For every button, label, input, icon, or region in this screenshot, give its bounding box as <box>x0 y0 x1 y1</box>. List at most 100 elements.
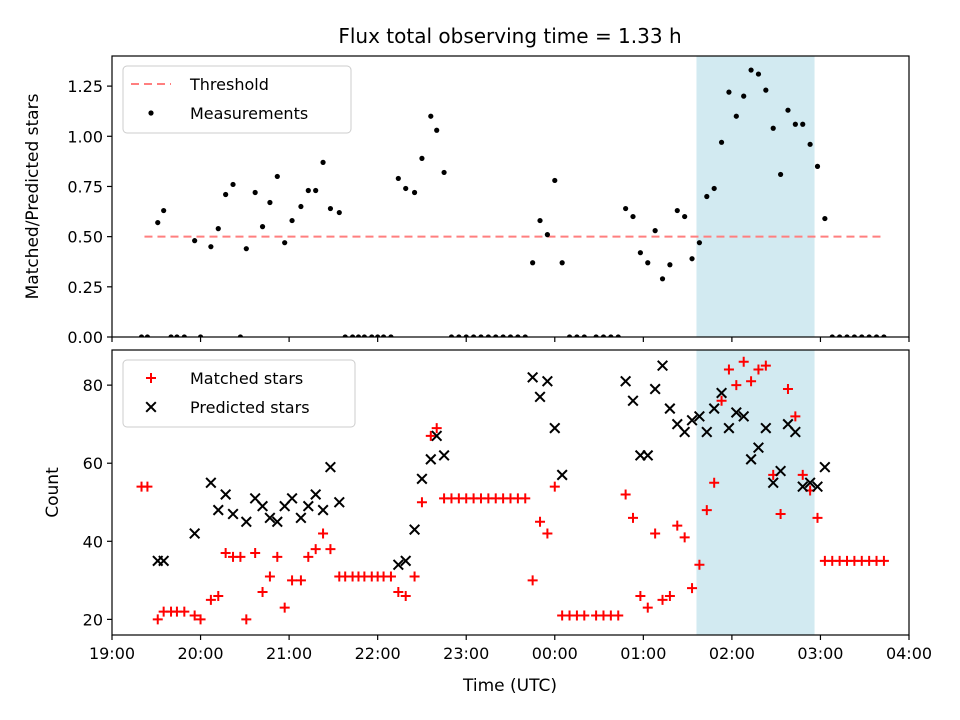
matched-point <box>542 528 553 539</box>
measurement-point <box>600 334 607 337</box>
measurement-point <box>667 262 673 268</box>
predicted-point <box>158 555 170 567</box>
measurement-point <box>305 187 311 194</box>
measurement-point <box>615 334 621 337</box>
measurement-point <box>274 173 280 180</box>
predicted-point <box>189 527 201 540</box>
measurement-point <box>544 232 550 238</box>
predicted-point <box>657 360 669 372</box>
y-axis-label: Matched/Predicted stars <box>23 93 43 299</box>
matched-point <box>527 575 538 586</box>
predicted-point <box>416 473 428 485</box>
measurement-point <box>411 189 418 196</box>
measurement-point <box>388 334 394 337</box>
matched-point <box>250 548 261 559</box>
y-tick-label: 1.00 <box>67 127 103 146</box>
measurement-point <box>355 334 362 337</box>
series-matched-stars <box>136 356 889 625</box>
measurement-point <box>645 260 651 266</box>
legend-label: Threshold <box>189 75 269 94</box>
predicted-point <box>664 403 676 415</box>
measurement-point <box>704 193 710 200</box>
matched-point <box>716 395 727 406</box>
predicted-point <box>240 516 252 528</box>
x-tick-label: 22:00 <box>355 644 401 663</box>
measurement-point <box>807 141 813 147</box>
predicted-point <box>745 453 757 465</box>
matched-point <box>635 590 646 601</box>
measurement-point <box>500 334 506 337</box>
predicted-point <box>227 508 239 520</box>
measurement-point <box>485 334 491 337</box>
matched-point <box>620 489 631 500</box>
x-tick-label: 04:00 <box>886 644 932 663</box>
predicted-point <box>409 524 421 536</box>
measurement-point <box>748 67 754 73</box>
measurement-point <box>581 334 587 337</box>
legend: Matched stars Predicted stars <box>122 359 356 428</box>
y-tick-label: 40 <box>83 532 103 551</box>
matched-point <box>425 430 436 441</box>
predicted-point <box>708 403 720 415</box>
predicted-point <box>220 488 232 500</box>
measurement-point <box>313 187 319 194</box>
measurement-point <box>530 260 536 266</box>
matched-point <box>723 364 734 375</box>
predicted-point <box>212 504 224 516</box>
measurement-point <box>395 175 401 182</box>
measurement-point <box>552 177 558 184</box>
matched-point <box>520 493 531 504</box>
matched-point <box>142 481 153 492</box>
measurement-point <box>623 205 629 212</box>
predicted-point <box>627 395 639 407</box>
matched-point <box>694 559 705 570</box>
predicted-point <box>527 371 539 383</box>
predicted-point <box>534 391 546 403</box>
predicted-point <box>760 422 772 434</box>
measurement-point <box>733 113 739 119</box>
predicted-point <box>324 461 336 473</box>
measurement-point <box>866 334 872 337</box>
legend-predicted-swatch <box>145 401 157 413</box>
measurement-point <box>161 207 167 214</box>
matched-point <box>738 356 749 367</box>
x-tick-label: 03:00 <box>797 644 843 663</box>
plot-area <box>138 67 887 337</box>
predicted-point <box>701 426 713 438</box>
axes-frame <box>111 55 910 338</box>
measurement-point <box>566 334 573 337</box>
matched-point <box>409 571 420 582</box>
predicted-point <box>819 461 831 473</box>
matched-point <box>650 528 661 539</box>
matched-point <box>760 360 771 371</box>
predicted-point <box>392 559 404 571</box>
matched-point <box>152 614 163 625</box>
measurement-point <box>428 113 434 119</box>
matched-point <box>782 384 793 395</box>
matched-point <box>179 606 190 617</box>
measurement-point <box>349 334 356 337</box>
x-axis-label: Time (UTC) <box>462 676 557 696</box>
matched-point <box>257 587 268 598</box>
measurement-point <box>741 93 747 99</box>
measurement-point <box>837 334 843 337</box>
measurement-point <box>197 334 204 337</box>
measurement-point <box>792 121 798 127</box>
x-tick-label: 19:00 <box>89 644 135 663</box>
measurement-point <box>282 240 288 246</box>
matched-point <box>753 364 764 375</box>
measurement-point <box>215 226 221 232</box>
measurement-point <box>419 155 425 161</box>
measurement-point <box>574 334 580 337</box>
predicted-point <box>716 387 728 399</box>
measurement-point <box>327 205 334 212</box>
predicted-point <box>649 383 661 395</box>
predicted-point <box>438 449 450 461</box>
predicted-point <box>811 481 824 493</box>
matched-point <box>310 544 321 555</box>
y-tick-label: 0.00 <box>67 328 103 347</box>
predicted-point <box>730 406 742 418</box>
matched-point <box>431 423 442 434</box>
matched-point <box>628 512 639 523</box>
measurement-point <box>785 107 791 113</box>
